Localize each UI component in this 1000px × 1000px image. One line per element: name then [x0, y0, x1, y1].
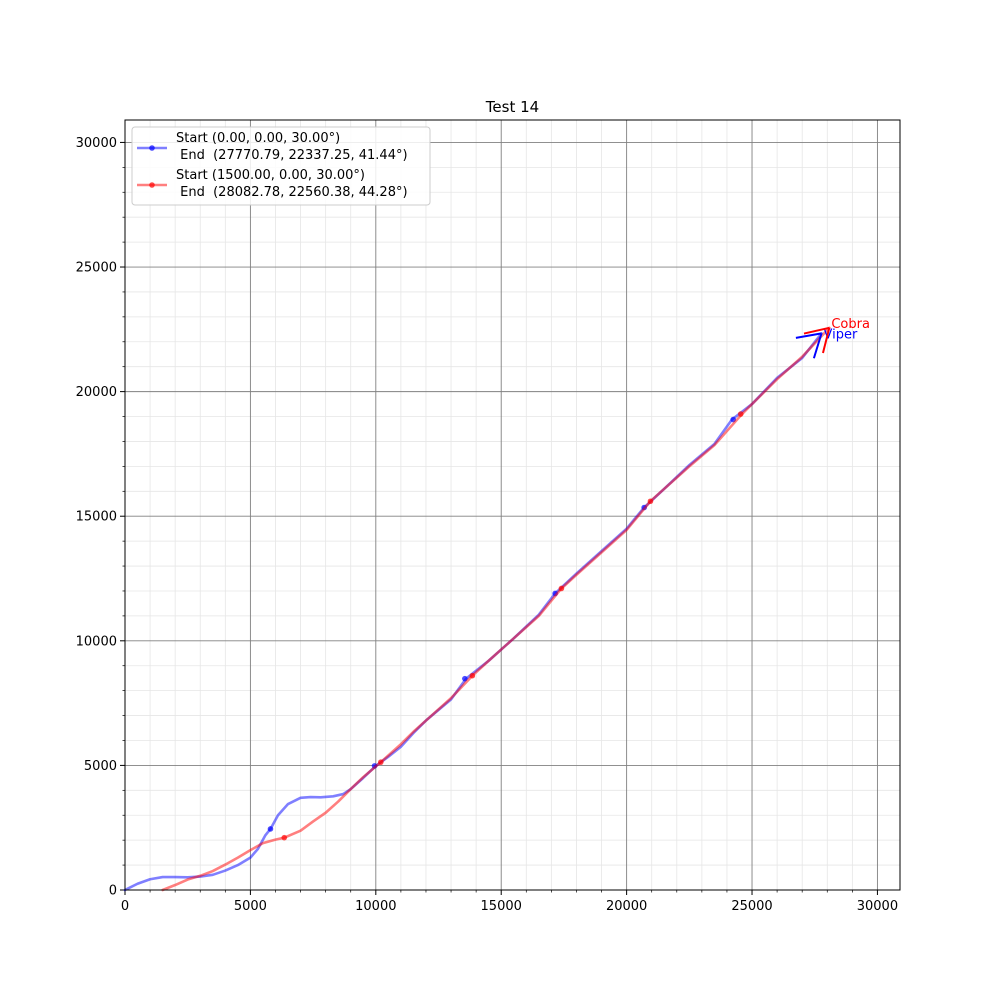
x-tick-label: 15000 [481, 899, 522, 914]
series-marker-1 [462, 675, 468, 682]
legend: Start (0.00, 0.00, 30.00°) End (27770.79… [131, 126, 431, 206]
series-marker-2 [378, 759, 384, 765]
legend-marker-1 [149, 145, 155, 151]
x-tick-label: 10000 [355, 899, 396, 914]
y-tick-label: 0 [109, 884, 117, 899]
legend-box [131, 126, 431, 206]
series-marker-1 [267, 826, 274, 832]
x-tick-label: 25000 [731, 899, 772, 914]
series-end-annotation-1: Viper [824, 327, 858, 342]
legend-entry-1-start: Start (0.00, 0.00, 30.00°) [176, 131, 340, 146]
series-end-annotation-2: Cobra [831, 317, 870, 332]
heading-arrow-2 [803, 326, 830, 335]
y-tick-label: 15000 [76, 510, 117, 525]
heading-arrow-1 [812, 333, 823, 359]
series-marker-2 [737, 411, 744, 417]
y-tick-label: 5000 [84, 759, 117, 774]
heading-arrow-1 [795, 332, 822, 339]
heading-arrow-2 [821, 327, 831, 354]
legend-entry-2-end: End (28082.78, 22560.38, 44.28°) [176, 185, 408, 200]
legend-entry-1-end: End (27770.79, 22337.25, 41.44°) [176, 148, 408, 163]
series-marker-2 [558, 585, 565, 592]
series-marker-2 [647, 498, 654, 505]
y-tick-label: 10000 [76, 634, 117, 649]
legend-marker-2 [149, 182, 155, 188]
x-tick-label: 0 [121, 899, 129, 914]
y-tick-label: 20000 [76, 385, 117, 400]
legend-entry-2-start: Start (1500.00, 0.00, 30.00°) [176, 168, 365, 183]
y-tick-label: 30000 [76, 136, 117, 151]
x-tick-label: 5000 [234, 899, 267, 914]
series-marker-2 [469, 672, 476, 679]
chart-title: Test 14 [485, 98, 539, 116]
plot-area: 0 5000 10000 15000 20000 25000 30000 0 5000 10000… [76, 119, 901, 914]
x-tick-label: 30000 [857, 899, 898, 914]
x-tick-label: 20000 [606, 899, 647, 914]
series-line-2 [161, 326, 831, 892]
y-tick-label: 25000 [76, 261, 117, 276]
series-marker-2 [281, 834, 288, 841]
axes-frame [124, 119, 901, 891]
